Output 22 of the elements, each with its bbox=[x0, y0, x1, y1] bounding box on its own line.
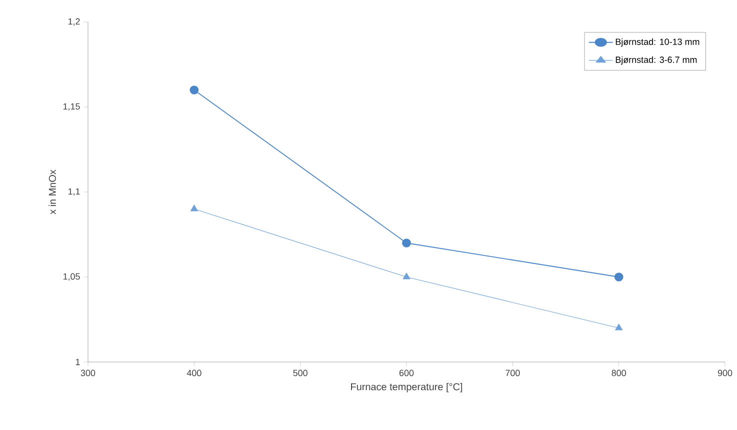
x-tick-label: 700 bbox=[506, 370, 520, 376]
x-tick-label: 900 bbox=[718, 370, 732, 376]
legend-label: Bjørnstad: 3-6.7 mm bbox=[616, 56, 697, 65]
point bbox=[402, 272, 410, 280]
x-tick-label: 800 bbox=[612, 370, 626, 376]
y-axis-title: x in MnOx bbox=[48, 170, 56, 214]
x-tick-label: 600 bbox=[399, 370, 414, 376]
y-tick-label: 1,2 bbox=[68, 18, 80, 26]
x-axis-title: Furnace temperature [°C] bbox=[351, 382, 462, 392]
y-tick-label: 1 bbox=[76, 358, 80, 366]
point bbox=[615, 324, 623, 330]
legend-label: Bjørnstad: 10-13 mm bbox=[616, 38, 700, 47]
point bbox=[190, 204, 198, 212]
y-tick-label: 1,15 bbox=[63, 103, 80, 111]
point bbox=[402, 238, 411, 248]
point bbox=[614, 272, 624, 282]
point bbox=[190, 86, 199, 94]
x-tick-label: 500 bbox=[293, 370, 308, 376]
y-tick-label: 1,05 bbox=[63, 273, 80, 281]
y-tick-label: 1,1 bbox=[68, 188, 80, 196]
x-tick-label: 300 bbox=[80, 370, 96, 376]
x-tick-label: 400 bbox=[186, 370, 202, 376]
